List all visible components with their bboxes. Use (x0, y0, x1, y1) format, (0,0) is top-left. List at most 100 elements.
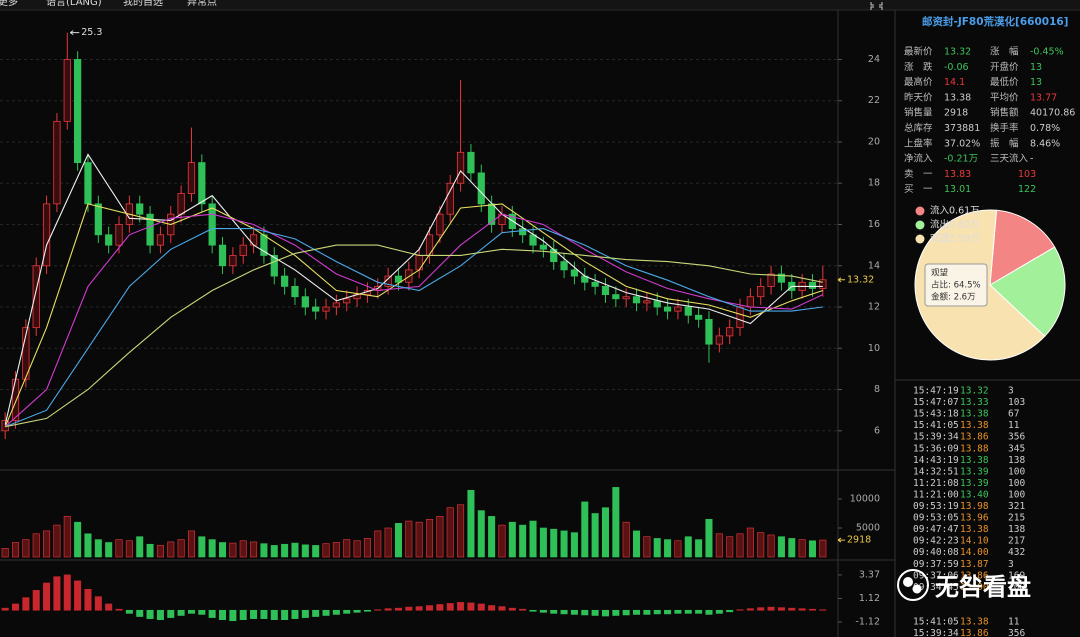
candle-body (270, 255, 278, 277)
macd-bar (664, 609, 672, 615)
legend-swatch[interactable] (915, 220, 925, 230)
y-tick-label: 10000 (850, 493, 880, 504)
legend-swatch[interactable] (915, 206, 925, 216)
candle-body (343, 298, 351, 304)
volume-bar (653, 538, 661, 558)
candle-body (674, 306, 682, 312)
volume-bar (457, 504, 465, 558)
trade-volume: 432 (1008, 547, 1025, 558)
volume-bar (664, 539, 672, 558)
candle-body (653, 300, 661, 308)
trade-volume: 356 (1008, 628, 1025, 637)
candle-body (394, 275, 403, 283)
macd-bar (601, 609, 609, 617)
volume-bar (777, 536, 785, 558)
macd-bar (332, 609, 340, 615)
menu-bar (0, 0, 1080, 10)
trade-price: 13.38 (960, 455, 989, 466)
candle-body (456, 151, 465, 184)
volume-bar (819, 539, 827, 558)
candle-body (53, 120, 61, 205)
quote-label: 开盘价 (990, 61, 1019, 73)
legend-swatch[interactable] (915, 234, 925, 244)
watermark: 无咎看盘 (935, 573, 1031, 601)
tooltip-line: 占比: 64.5% (931, 280, 981, 291)
volume-bar (581, 501, 589, 558)
peak-label: 25.3 (81, 27, 102, 38)
macd-bar (167, 609, 175, 618)
candle-body (249, 234, 258, 246)
macd-bar (146, 609, 154, 619)
candle-body (105, 234, 113, 246)
macd-bar (239, 609, 247, 620)
quote-value: -0.21万 (944, 154, 978, 165)
volume-bar (125, 540, 133, 558)
macd-bar (84, 588, 92, 611)
macd-bar (519, 608, 527, 611)
candle-body (136, 203, 144, 215)
y-tick-label: 14 (868, 260, 880, 271)
trade-volume: 321 (1008, 501, 1025, 512)
macd-bar (32, 590, 40, 611)
candle-body (467, 151, 475, 174)
candle-body (22, 327, 30, 380)
macd-bar (260, 609, 268, 619)
candle-body (736, 306, 744, 329)
volume-bar (622, 521, 630, 558)
candle-body (643, 300, 651, 304)
volume-bar (767, 534, 775, 558)
trade-price: 13.00 (960, 582, 989, 593)
macd-bar (353, 609, 361, 613)
macd-bar (43, 582, 51, 611)
macd-bar (105, 603, 113, 611)
trade-time: 15:36:09 (913, 443, 959, 454)
trade-price: 13.32 (960, 386, 989, 397)
macd-bar (74, 580, 82, 611)
trade-volume: 3 (1008, 386, 1014, 397)
macd-bar (467, 602, 475, 611)
macd-bar (291, 609, 299, 619)
macd-bar (488, 605, 496, 611)
quote-label: 最高价 (904, 76, 933, 88)
volume-bar (560, 530, 568, 558)
candle-body (42, 203, 51, 267)
tooltip-box (924, 263, 988, 307)
menu-item[interactable]: 语言(LANG) (46, 0, 102, 8)
candle-body (539, 244, 547, 250)
candle-body (560, 261, 568, 271)
candle-body (808, 281, 817, 289)
volume-bar (477, 510, 485, 558)
trade-time: 14:43:19 (913, 455, 959, 466)
macd-bar (674, 609, 682, 614)
quote-value: 40170.86 (1030, 108, 1075, 119)
menu-item[interactable]: 我的自选 (123, 0, 163, 8)
trade-price: 13.39 (960, 478, 989, 489)
y-tick-label: 8 (874, 384, 880, 395)
candle-body (777, 273, 786, 283)
volume-bar (394, 523, 402, 558)
trade-volume: 169 (1008, 570, 1025, 581)
menu-item[interactable]: 更多 (0, 0, 18, 8)
volume-bar (332, 542, 340, 558)
volume-bar (219, 542, 227, 558)
moving-average-line (4, 213, 824, 428)
macd-bar (281, 609, 289, 620)
volume-bar (715, 533, 723, 558)
trade-volume: 356 (1008, 432, 1025, 443)
fullscreen-icon[interactable] (870, 2, 883, 10)
tooltip-line: 金额: 2.6万 (931, 292, 976, 303)
candle-body (146, 213, 154, 246)
menu-item[interactable]: 异常点 (187, 0, 217, 8)
y-tick-label: 22 (868, 95, 880, 106)
quote-value: 122 (1018, 184, 1036, 195)
y-tick-label: 6 (874, 425, 880, 436)
trade-volume: 11 (1008, 420, 1020, 431)
volume-bar (250, 541, 258, 558)
macd-bar (767, 606, 775, 611)
quote-label: 三天流入 (990, 153, 1029, 165)
quote-label: 最新价 (904, 46, 933, 58)
volume-bar (757, 532, 765, 558)
volume-bar (446, 507, 454, 558)
candle-body (477, 172, 485, 205)
